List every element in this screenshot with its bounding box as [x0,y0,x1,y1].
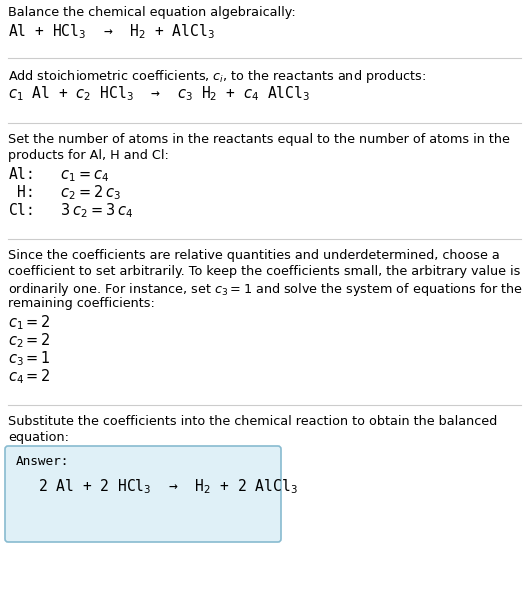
Text: Substitute the coefficients into the chemical reaction to obtain the balanced: Substitute the coefficients into the che… [8,415,497,428]
Text: Cl:   $3\,c_2 = 3\,c_4$: Cl: $3\,c_2 = 3\,c_4$ [8,201,133,220]
Text: ordinarily one. For instance, set $c_3 = 1$ and solve the system of equations fo: ordinarily one. For instance, set $c_3 =… [8,281,523,298]
Text: Al:   $c_1 = c_4$: Al: $c_1 = c_4$ [8,165,110,184]
Text: $c_3 = 1$: $c_3 = 1$ [8,349,51,368]
Text: 2 Al + 2 HCl$_3$  →  H$_2$ + 2 AlCl$_3$: 2 Al + 2 HCl$_3$ → H$_2$ + 2 AlCl$_3$ [38,477,298,496]
Text: $c_1 = 2$: $c_1 = 2$ [8,313,51,331]
Text: Set the number of atoms in the reactants equal to the number of atoms in the: Set the number of atoms in the reactants… [8,133,510,146]
Text: Balance the chemical equation algebraically:: Balance the chemical equation algebraica… [8,6,296,19]
Text: remaining coefficients:: remaining coefficients: [8,297,155,310]
Text: equation:: equation: [8,431,69,444]
Text: Answer:: Answer: [16,455,69,468]
FancyBboxPatch shape [5,446,281,542]
Text: Since the coefficients are relative quantities and underdetermined, choose a: Since the coefficients are relative quan… [8,249,500,262]
Text: $c_1$ Al + $c_2$ HCl$_3$  →  $c_3$ H$_2$ + $c_4$ AlCl$_3$: $c_1$ Al + $c_2$ HCl$_3$ → $c_3$ H$_2$ +… [8,84,310,103]
Text: coefficient to set arbitrarily. To keep the coefficients small, the arbitrary va: coefficient to set arbitrarily. To keep … [8,265,521,278]
Text: Al + HCl$_3$  →  H$_2$ + AlCl$_3$: Al + HCl$_3$ → H$_2$ + AlCl$_3$ [8,22,215,41]
Text: $c_4 = 2$: $c_4 = 2$ [8,367,51,385]
Text: Add stoichiometric coefficients, $c_i$, to the reactants and products:: Add stoichiometric coefficients, $c_i$, … [8,68,426,85]
Text: products for Al, H and Cl:: products for Al, H and Cl: [8,149,169,162]
Text: H:   $c_2 = 2\,c_3$: H: $c_2 = 2\,c_3$ [8,183,121,202]
Text: $c_2 = 2$: $c_2 = 2$ [8,331,51,350]
